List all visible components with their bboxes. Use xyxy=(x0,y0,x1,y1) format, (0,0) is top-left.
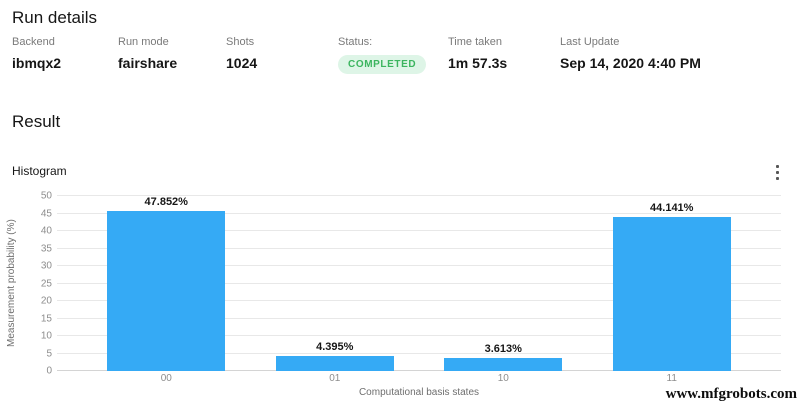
field-last-update-label: Last Update xyxy=(560,36,620,48)
bar-value-label: 44.141% xyxy=(650,201,694,214)
bar-slot: 4.395% xyxy=(251,196,420,371)
x-tick-label: 01 xyxy=(329,373,341,384)
gridline xyxy=(57,282,781,284)
kebab-vertical-icon xyxy=(775,164,779,168)
y-tick-label: 40 xyxy=(40,225,52,237)
gridline xyxy=(57,212,781,214)
run-details-fields: Backend ibmqx2 Run mode fairshare Shots … xyxy=(12,36,788,74)
gridline xyxy=(57,195,781,196)
y-tick-label: 15 xyxy=(40,313,52,324)
field-time-taken-value: 1m 57.3s xyxy=(448,55,508,71)
result-section-title: Result xyxy=(12,112,61,131)
field-shots-value: 1024 xyxy=(226,55,258,71)
plot-area: 47.852% 4.395% 3.613% 44.141% xyxy=(57,195,781,371)
x-tick-label: 10 xyxy=(497,373,509,384)
x-axis-title: Computational basis states xyxy=(358,387,480,398)
gridline xyxy=(57,335,781,336)
field-last-update-value: Sep 14, 2020 4:40 PM xyxy=(560,55,701,71)
x-tick-label: 11 xyxy=(666,373,677,384)
field-time-taken-label: Time taken xyxy=(448,36,503,48)
y-tick-label: 45 xyxy=(40,208,52,219)
field-shots-label: Shots xyxy=(226,36,255,48)
bar-slots: 47.852% 4.395% 3.613% 44.141% xyxy=(57,196,781,371)
bar-10[interactable] xyxy=(444,358,563,371)
gridline xyxy=(57,317,781,319)
x-axis: 00 01 10 11 xyxy=(57,373,781,384)
x-tick-label: 00 xyxy=(160,373,172,384)
overflow-menu-button[interactable] xyxy=(766,158,788,186)
bar-value-label: 47.852% xyxy=(144,196,188,208)
watermark: www.mfgrobots.com xyxy=(665,386,797,402)
bar-slot: 47.852% xyxy=(82,196,251,371)
gridline xyxy=(57,230,781,231)
bar-slot: 44.141% xyxy=(588,196,757,371)
gridline xyxy=(57,370,781,371)
field-run-mode-label: Run mode xyxy=(118,36,169,48)
bar-slot: 3.613% xyxy=(419,196,588,371)
field-backend: Backend ibmqx2 xyxy=(12,36,118,74)
field-backend-value: ibmqx2 xyxy=(12,55,62,71)
field-status-label: Status: xyxy=(338,36,373,48)
field-run-mode-value: fairshare xyxy=(118,55,178,71)
bar-11[interactable] xyxy=(612,216,731,371)
y-tick-label: 5 xyxy=(46,348,52,359)
y-tick-label: 30 xyxy=(40,260,52,272)
bar-value-label: 3.613% xyxy=(484,343,522,356)
gridline xyxy=(57,300,781,301)
field-status: Status: COMPLETED xyxy=(338,36,448,74)
field-backend-label: Backend xyxy=(12,36,55,48)
gridline xyxy=(57,352,781,354)
field-last-update: Last Update Sep 14, 2020 4:40 PM xyxy=(560,36,788,74)
y-axis: 0 5 10 15 20 25 30 35 40 45 50 xyxy=(12,191,52,377)
bar-value-label: 4.395% xyxy=(316,340,354,353)
y-tick-label: 50 xyxy=(40,190,52,202)
kebab-vertical-icon xyxy=(775,176,779,180)
field-time-taken: Time taken 1m 57.3s xyxy=(448,36,560,74)
gridline xyxy=(57,247,781,249)
field-run-mode: Run mode fairshare xyxy=(118,36,226,74)
y-tick-label: 0 xyxy=(46,365,52,377)
y-tick-label: 35 xyxy=(40,243,52,254)
kebab-vertical-icon xyxy=(775,170,779,174)
y-tick-label: 25 xyxy=(40,278,52,289)
bar-01[interactable] xyxy=(275,355,394,371)
page-title: Run details xyxy=(12,8,98,27)
chart-title: Histogram xyxy=(12,164,67,178)
gridline xyxy=(57,265,781,266)
y-tick-label: 20 xyxy=(40,295,52,307)
bar-00[interactable] xyxy=(107,211,226,371)
field-shots: Shots 1024 xyxy=(226,36,338,74)
y-tick-label: 10 xyxy=(40,330,52,342)
status-badge: COMPLETED xyxy=(338,55,427,74)
